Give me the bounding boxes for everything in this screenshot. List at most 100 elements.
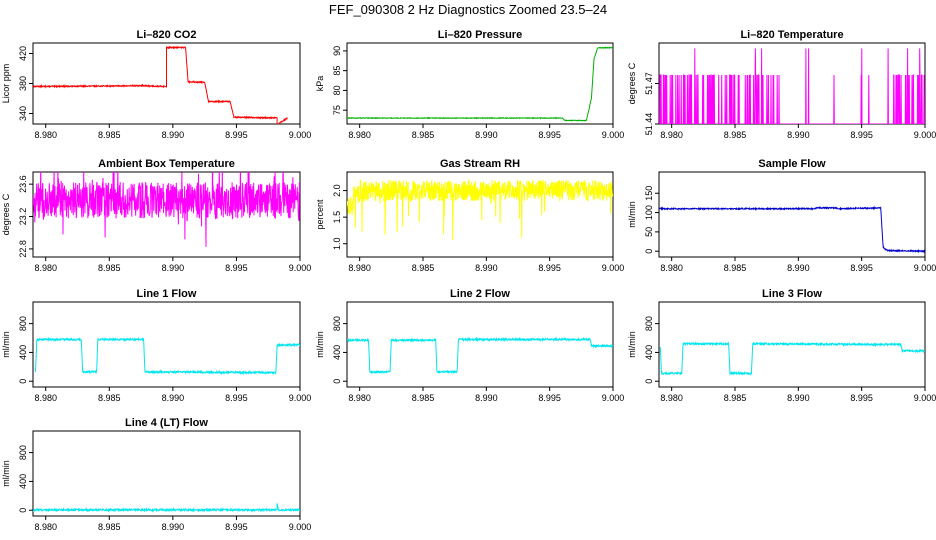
y-tick-label: 400: [332, 345, 342, 360]
x-tick-label: 8.990: [162, 393, 185, 403]
y-axis-label: kPa: [315, 76, 325, 92]
plot-frame: [32, 301, 301, 388]
y-tick-label: 800: [332, 316, 342, 331]
series-line-ambient: [33, 172, 300, 247]
panel-gas-stream-rh: Gas Stream RH 8.980 8.985 8.990 8.995 9.000 1.…: [315, 158, 624, 273]
figure-title: FEF_090308 2 Hz Diagnostics Zoomed 23.5–…: [328, 2, 608, 17]
panel-title: Li–820 CO2: [137, 29, 197, 41]
y-tick-label: 150: [644, 186, 654, 201]
panel-title: Line 4 (LT) Flow: [125, 417, 208, 429]
x-tick-label: 8.985: [98, 263, 121, 273]
x-tick-label: 8.980: [34, 522, 57, 532]
series-line-rh: [347, 179, 613, 241]
x-tick-label: 9.000: [914, 263, 936, 273]
x-tick-label: 9.000: [289, 522, 312, 532]
series-line-line-4: [33, 503, 300, 513]
x-tick-label: 8.980: [660, 393, 683, 403]
series-line-line-2: [347, 336, 613, 375]
panel-title: Li–820 Pressure: [438, 29, 522, 41]
y-axis-label: percent: [315, 199, 325, 230]
series-line-co2: [33, 45, 288, 124]
x-tick-label: 8.985: [412, 393, 435, 403]
series-line-pressure: [347, 46, 613, 122]
y-tick-label: 22.8: [18, 240, 28, 258]
y-tick-label: 800: [18, 316, 28, 331]
x-tick-label: 8.995: [850, 393, 873, 403]
y-tick-label: 0: [332, 379, 342, 384]
x-tick-label: 8.980: [34, 130, 57, 140]
x-tick-label: 8.980: [660, 263, 683, 273]
x-tick-label: 8.985: [412, 263, 435, 273]
x-tick-label: 9.000: [914, 130, 936, 140]
x-tick-label: 8.990: [787, 263, 810, 273]
x-tick-label: 8.985: [412, 130, 435, 140]
y-tick-label: 1.0: [332, 237, 342, 250]
plot-frame: [658, 42, 926, 125]
x-tick-label: 8.980: [348, 130, 371, 140]
y-tick-label: 90: [332, 46, 342, 56]
panel-title: Line 2 Flow: [450, 288, 510, 300]
y-tick-label: 80: [332, 85, 342, 95]
y-tick-label: 380: [18, 76, 28, 91]
y-tick-label: 0: [18, 508, 28, 513]
x-tick-label: 8.995: [225, 263, 248, 273]
y-axis-label: ml/min: [315, 331, 325, 358]
y-tick-label: 420: [18, 46, 28, 61]
y-tick-label: 400: [18, 474, 28, 489]
x-tick-label: 9.000: [289, 393, 312, 403]
x-tick-label: 8.990: [162, 263, 185, 273]
x-tick-label: 8.980: [34, 393, 57, 403]
panel-line-1-flow: Line 1 Flow 8.980 8.985 8.990 8.995 9.000 0 400…: [1, 288, 311, 403]
plot-frame: [346, 42, 614, 125]
y-tick-label: 2.0: [332, 184, 342, 197]
x-tick-label: 8.995: [225, 130, 248, 140]
y-tick-label: 1.5: [332, 211, 342, 224]
x-tick-label: 8.985: [98, 393, 121, 403]
y-tick-label: 400: [18, 345, 28, 360]
y-tick-label: 0: [644, 379, 654, 384]
x-tick-label: 8.990: [162, 522, 185, 532]
y-axis-label: degrees C: [627, 62, 637, 104]
panel-sample-flow: Sample Flow 8.980 8.985 8.990 8.995 9.000 0 50 1…: [627, 158, 936, 273]
x-tick-label: 8.990: [162, 130, 185, 140]
panel-line-4-lt-flow: Line 4 (LT) Flow 8.980 8.985 8.990 8.995 9.00…: [1, 417, 311, 532]
panel-title: Line 1 Flow: [137, 288, 197, 300]
panel-title: Gas Stream RH: [440, 158, 520, 170]
panel-title: Li–820 Temperature: [740, 29, 843, 41]
x-tick-label: 9.000: [602, 263, 625, 273]
x-tick-label: 9.000: [602, 130, 625, 140]
panel-li-820-pressure: Li–820 Pressure 8.980 8.985 8.990 8.995 9.000…: [315, 29, 624, 140]
y-tick-label: 340: [18, 106, 28, 121]
panel-line-2-flow: Line 2 Flow 8.980 8.985 8.990 8.995 9.000 0 400…: [315, 288, 624, 403]
x-tick-label: 8.995: [538, 130, 561, 140]
x-tick-label: 8.985: [724, 263, 747, 273]
panel-title: Sample Flow: [758, 158, 826, 170]
panel-li-820-co2: Li–820 CO2 8.980 8.985 8.990 8.995 9.000 340 38…: [1, 29, 311, 140]
series-line-temperature: [659, 48, 925, 124]
x-tick-label: 8.990: [475, 263, 498, 273]
panel-ambient-box-temperature: Ambient Box Temperature 8.980 8.985 8.990 8.…: [1, 158, 312, 273]
y-tick-label: 100: [644, 205, 654, 220]
x-tick-label: 9.000: [289, 263, 312, 273]
series-line-line-1: [35, 336, 300, 376]
x-tick-label: 8.995: [850, 130, 873, 140]
plot-frame: [346, 171, 614, 258]
x-tick-label: 8.985: [98, 522, 121, 532]
x-tick-label: 8.980: [348, 263, 371, 273]
y-tick-label: 51.47: [644, 72, 654, 95]
y-tick-label: 800: [18, 445, 28, 460]
x-tick-label: 8.990: [787, 130, 810, 140]
x-tick-label: 8.995: [850, 263, 873, 273]
y-tick-label: 75: [332, 105, 342, 115]
x-tick-label: 8.995: [225, 522, 248, 532]
panel-line-3-flow: Line 3 Flow 8.980 8.985 8.990 8.995 9.000 0 400…: [627, 288, 936, 403]
x-tick-label: 8.980: [34, 263, 57, 273]
x-tick-label: 8.990: [475, 393, 498, 403]
y-axis-label: Licor ppm: [1, 64, 11, 104]
y-tick-label: 0: [644, 249, 654, 254]
plot-frame: [32, 171, 301, 258]
series-line-sample: [659, 205, 925, 254]
x-tick-label: 8.990: [475, 130, 498, 140]
y-tick-label: 85: [332, 66, 342, 76]
